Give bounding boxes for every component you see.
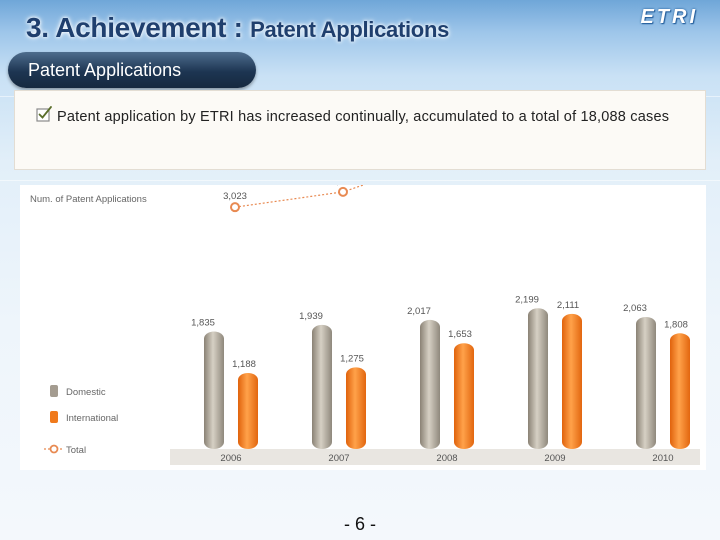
label-total-2006: 3,023 xyxy=(223,191,247,202)
label-domestic-2006: 1,835 xyxy=(191,318,215,329)
bar-domestic-2008 xyxy=(420,319,440,449)
legend-label-domestic: Domestic xyxy=(66,387,106,398)
bar-domestic-2007 xyxy=(312,324,332,449)
description-text: Patent application by ETRI has increased… xyxy=(57,109,670,125)
chart-title: Num. of Patent Applications xyxy=(30,194,147,205)
label-total-2007: 3,214 xyxy=(331,185,355,187)
label-international-2008: 1,653 xyxy=(448,329,472,340)
legend-marker-total xyxy=(49,444,59,454)
description-box: Patent application by ETRI has increased… xyxy=(14,90,706,170)
total-point-2006 xyxy=(230,202,240,213)
label-domestic-2007: 1,939 xyxy=(299,311,323,322)
x-axis-band-rect xyxy=(170,449,700,465)
x-axis-band xyxy=(170,449,700,465)
slide-title-main: 3. Achievement : xyxy=(26,12,251,43)
label-domestic-2010: 2,063 xyxy=(623,303,647,314)
bar-international-2010 xyxy=(670,333,690,449)
x-tick-2009: 2009 xyxy=(544,453,565,464)
bar-domestic-2009 xyxy=(528,308,548,449)
bar-international-2008 xyxy=(454,343,474,449)
label-international-2007: 1,275 xyxy=(340,353,364,364)
x-tick-2008: 2008 xyxy=(436,453,457,464)
bar-international-2007 xyxy=(346,367,366,449)
page-number: - 6 - xyxy=(343,514,376,534)
slide-title: 3. Achievement : Patent Applications xyxy=(26,12,449,44)
total-point-2007 xyxy=(338,186,348,197)
bar-domestic-2006 xyxy=(204,331,224,449)
x-tick-2010: 2010 xyxy=(652,453,673,464)
label-international-2006: 1,188 xyxy=(232,359,256,370)
legend-label-total: Total xyxy=(66,445,86,456)
slide-title-sub: Patent Applications xyxy=(250,17,450,42)
chart-panel: Num. of Patent Applications 1,835 1,188 20… xyxy=(20,185,706,470)
bar-international-2009 xyxy=(562,313,582,449)
x-tick-2007: 2007 xyxy=(328,453,349,464)
bar-domestic-2010 xyxy=(636,316,656,449)
label-domestic-2008: 2,017 xyxy=(407,306,431,317)
x-tick-2006: 2006 xyxy=(220,453,241,464)
label-international-2009: 2,111 xyxy=(557,300,579,311)
legend-label-international: International xyxy=(66,413,118,424)
section-label: Patent Applications xyxy=(8,52,256,88)
label-international-2010: 1,808 xyxy=(664,319,688,330)
total-line-path xyxy=(234,185,366,208)
etri-logo: ETRI xyxy=(640,6,698,28)
patent-chart: Num. of Patent Applications 1,835 1,188 20… xyxy=(30,185,700,465)
bar-international-2006 xyxy=(238,372,258,449)
chart-legend: Domestic International Total xyxy=(44,385,118,456)
legend-swatch-international xyxy=(50,411,58,423)
legend-swatch-domestic xyxy=(50,385,58,397)
label-domestic-2009: 2,199 xyxy=(515,294,539,305)
checkbox-icon xyxy=(36,106,52,122)
